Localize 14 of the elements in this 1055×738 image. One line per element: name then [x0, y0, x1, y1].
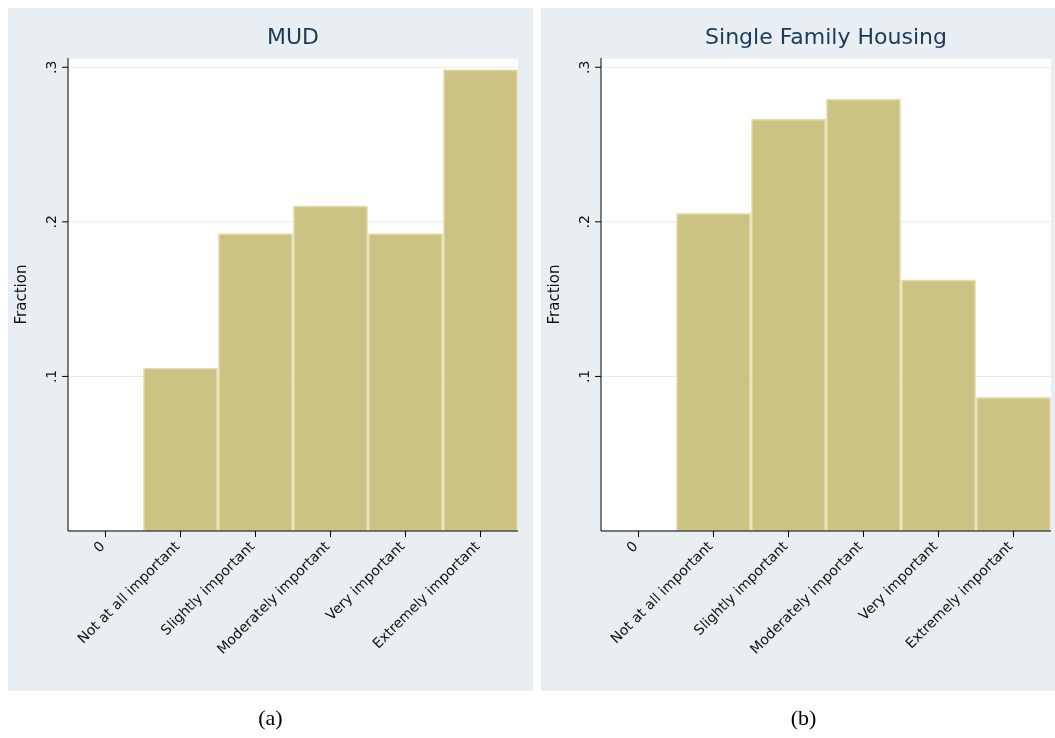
y-tick-label: .1 [576, 369, 592, 384]
chart-title: Single Family Housing [704, 24, 948, 49]
text: (a) [257, 705, 284, 731]
y-tick-label: .2 [43, 215, 59, 229]
y-tick-label: .2 [576, 215, 592, 229]
x-tick-label: 0 [90, 537, 108, 556]
y-axis-title: Fraction [12, 264, 31, 325]
y-axis-title: Fraction [545, 264, 564, 325]
chart-title: MUD [266, 24, 320, 49]
x-tick-label: 0 [623, 537, 641, 556]
y-tick-label: .3 [43, 60, 59, 74]
y-tick-label: .1 [43, 369, 59, 384]
text: (b) [789, 705, 818, 731]
y-tick-label: .3 [576, 60, 592, 74]
